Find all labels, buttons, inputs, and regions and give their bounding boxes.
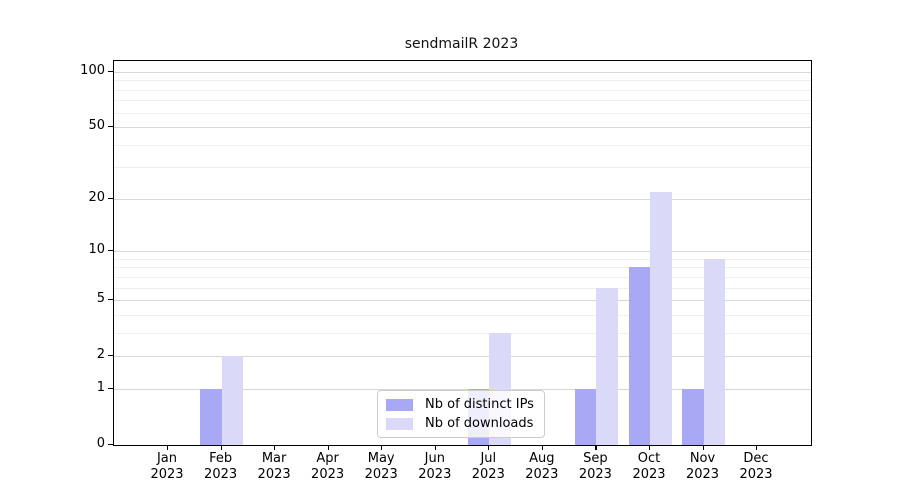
bar-distinct-ips-sep	[574, 389, 597, 445]
y-tick-label: 20	[88, 189, 105, 205]
bar-distinct-ips-nov	[682, 389, 704, 445]
x-tick	[595, 445, 597, 450]
bar-downloads-nov	[703, 258, 725, 445]
gridline-minor	[114, 314, 811, 316]
x-tick	[649, 445, 651, 450]
x-tick-label-sep: Sep 2023	[578, 451, 612, 482]
gridline-major	[114, 71, 811, 73]
gridline-minor	[114, 144, 811, 146]
gridline-major	[114, 251, 811, 253]
x-tick	[434, 445, 436, 450]
x-tick	[381, 445, 383, 450]
gridline-minor	[114, 100, 811, 102]
y-tick-label: 50	[88, 118, 105, 134]
x-tick-label-jul: Jul 2023	[471, 451, 505, 482]
gridline-major	[114, 389, 811, 390]
y-tick-label: 0	[96, 436, 105, 451]
legend-item-distinct-ips: Nb of distinct IPs	[386, 397, 534, 412]
gridline-major	[114, 356, 811, 358]
bar-downloads-oct	[650, 191, 672, 445]
y-tick-label: 1	[96, 380, 105, 395]
y-tick	[108, 70, 113, 73]
gridline-minor	[114, 276, 811, 278]
x-tick-label-jun: Jun 2023	[418, 451, 452, 482]
gridline-minor	[114, 258, 811, 260]
legend-label-distinct-ips: Nb of distinct IPs	[425, 397, 534, 412]
x-tick	[541, 445, 543, 450]
gridline-minor	[114, 112, 811, 114]
gridline-major	[114, 127, 811, 129]
x-tick-label-mar: Mar 2023	[257, 451, 291, 482]
y-tick	[108, 250, 113, 252]
y-tick	[108, 355, 113, 357]
x-tick-label-dec: Dec 2023	[739, 451, 773, 482]
bar-distinct-ips-oct	[628, 267, 650, 445]
legend: Nb of distinct IPs Nb of downloads	[377, 390, 545, 438]
gridline-minor	[114, 332, 811, 334]
legend-swatch-downloads	[386, 417, 413, 430]
x-tick-label-apr: Apr 2023	[311, 451, 345, 482]
bar-distinct-ips-feb	[200, 389, 222, 445]
legend-swatch-distinct-ips	[386, 398, 413, 411]
gridline-major	[114, 300, 811, 302]
x-tick	[327, 445, 329, 450]
y-tick	[108, 444, 113, 446]
legend-label-downloads: Nb of downloads	[425, 416, 534, 431]
plot-area	[113, 60, 812, 446]
x-tick-label-feb: Feb 2023	[204, 451, 238, 482]
gridline-minor	[114, 89, 811, 91]
x-tick	[220, 445, 222, 450]
x-tick	[756, 445, 758, 450]
y-tick	[108, 197, 113, 200]
legend-item-downloads: Nb of downloads	[386, 416, 534, 431]
y-tick-label: 2	[96, 347, 105, 363]
gridline-minor	[114, 267, 811, 269]
chart-title: sendmailR 2023	[404, 36, 519, 52]
y-tick	[108, 388, 113, 390]
y-tick	[108, 299, 113, 301]
x-tick-label-aug: Aug 2023	[525, 451, 559, 482]
gridline-major	[114, 198, 811, 200]
y-tick-label: 100	[80, 62, 105, 78]
x-tick-label-may: May 2023	[364, 451, 398, 482]
x-tick	[274, 445, 276, 450]
gridline-minor	[114, 167, 811, 169]
y-tick-label: 5	[96, 291, 105, 307]
bar-downloads-feb	[221, 356, 243, 445]
x-tick-label-oct: Oct 2023	[632, 451, 666, 482]
x-tick-label-nov: Nov 2023	[685, 451, 720, 482]
y-tick-label: 10	[88, 242, 105, 258]
gridline-minor	[114, 287, 811, 289]
x-tick	[488, 445, 490, 450]
x-tick	[702, 445, 704, 450]
y-tick	[108, 126, 113, 128]
gridline-minor	[114, 80, 811, 82]
x-tick-label-jan: Jan 2023	[150, 451, 184, 482]
x-tick	[167, 445, 169, 450]
bar-downloads-sep	[596, 287, 618, 445]
